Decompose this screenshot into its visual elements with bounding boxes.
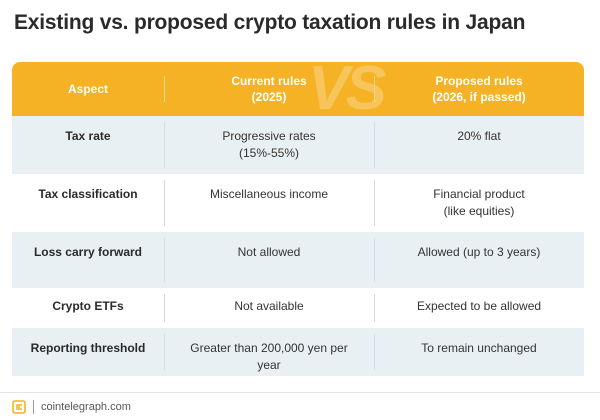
header-aspect: Aspect (12, 62, 164, 116)
aspect-label: Crypto ETFs (52, 299, 124, 313)
current-text-line: (15%-55%) (238, 146, 300, 160)
footer-source: cointelegraph.com (41, 401, 131, 413)
column-divider (374, 180, 375, 226)
header-proposed-title: Proposed rules (435, 74, 523, 88)
cell-current: Not allowed (164, 232, 374, 288)
footer-divider (0, 392, 600, 393)
current-text-line: Progressive rates (222, 129, 316, 143)
header-aspect-label: Aspect (67, 82, 108, 96)
aspect-label: Loss carry forward (33, 245, 143, 259)
table-row: Reporting threshold Greater than 200,000 … (12, 328, 584, 376)
column-divider (164, 294, 165, 322)
cell-current: Not available (164, 288, 374, 328)
header-proposed-rules: Proposed rules (2026, if passed) (374, 62, 584, 116)
cell-aspect: Loss carry forward (12, 232, 164, 288)
column-divider (374, 122, 375, 168)
column-divider (164, 238, 165, 282)
proposed-text-line: Expected to be allowed (416, 299, 542, 313)
aspect-label: Tax classification (38, 187, 138, 201)
cell-proposed: Allowed (up to 3 years) (374, 232, 584, 288)
proposed-text-line: (like equities) (443, 204, 515, 218)
proposed-text-line: Financial product (433, 187, 525, 201)
cell-proposed: Financial product (like equities) (374, 174, 584, 232)
table-row: Loss carry forward Not allowed Allowed (up… (12, 232, 584, 288)
cell-aspect: Reporting threshold (12, 328, 164, 376)
aspect-label: Tax rate (65, 129, 111, 143)
current-text-line: year (257, 358, 281, 372)
table-row: Crypto ETFs Not available Expected to be a… (12, 288, 584, 328)
header-current-year: (2025) (251, 90, 287, 104)
column-divider (374, 294, 375, 322)
column-divider (164, 180, 165, 226)
cell-proposed: To remain unchanged (374, 328, 584, 376)
proposed-text-line: Allowed (up to 3 years) (417, 245, 541, 259)
cell-aspect: Crypto ETFs (12, 288, 164, 328)
footer: cointelegraph.com (12, 398, 131, 416)
header-current-title: Current rules (231, 74, 307, 88)
current-text-line: Miscellaneous income (209, 187, 329, 201)
cointelegraph-logo-icon (12, 400, 26, 414)
column-divider (164, 334, 165, 370)
table-header: VS Aspect Current rules (2025) Proposed … (12, 62, 584, 116)
header-current-rules: Current rules (2025) (164, 62, 374, 116)
header-proposed-year: (2026, if passed) (432, 90, 526, 104)
current-text-line: Greater than 200,000 yen per (190, 341, 348, 355)
proposed-text-line: To remain unchanged (421, 341, 537, 355)
cell-proposed: Expected to be allowed (374, 288, 584, 328)
cell-current: Progressive rates (15%-55%) (164, 116, 374, 174)
current-text-line: Not allowed (237, 245, 301, 259)
current-text-line: Not available (234, 299, 304, 313)
footer-separator (33, 400, 34, 414)
cell-current: Greater than 200,000 yen per year (164, 328, 374, 376)
column-divider (164, 122, 165, 168)
cell-aspect: Tax rate (12, 116, 164, 174)
aspect-label: Reporting threshold (30, 341, 146, 355)
page-title: Existing vs. proposed crypto taxation ru… (14, 11, 526, 34)
table-row: Tax classification Miscellaneous income Fi… (12, 174, 584, 232)
cell-proposed: 20% flat (374, 116, 584, 174)
cell-current: Miscellaneous income (164, 174, 374, 232)
header-divider (164, 76, 165, 102)
vs-watermark: VS (308, 62, 387, 116)
column-divider (374, 334, 375, 370)
proposed-text-line: 20% flat (457, 129, 501, 143)
header-divider (374, 76, 375, 102)
table-row: Tax rate Progressive rates (15%-55%) 20% fl… (12, 116, 584, 174)
comparison-table: VS Aspect Current rules (2025) Proposed … (12, 62, 584, 376)
cell-aspect: Tax classification (12, 174, 164, 232)
column-divider (374, 238, 375, 282)
